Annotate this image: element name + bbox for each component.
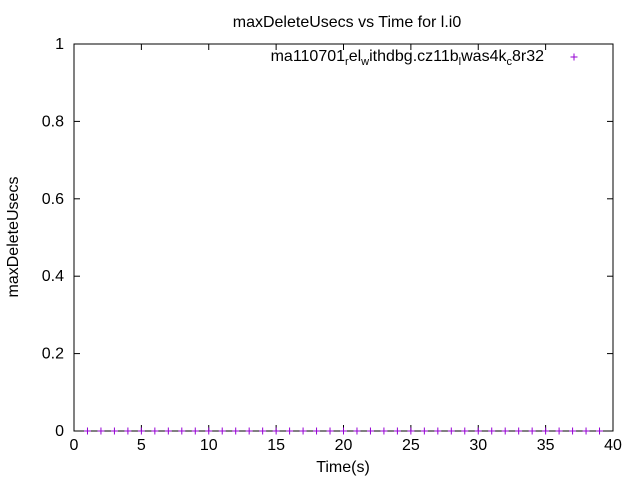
data-point: [461, 427, 469, 435]
legend-label-subscript: c: [506, 56, 512, 68]
data-point: [164, 427, 172, 435]
y-tick-label: 0: [55, 423, 64, 440]
data-point: [515, 427, 523, 435]
data-point: [124, 427, 132, 435]
data-point: [380, 427, 388, 435]
data-point: [151, 427, 159, 435]
data-point: [286, 427, 294, 435]
data-point: [353, 427, 361, 435]
data-point: [232, 427, 240, 435]
x-tick-label: 10: [200, 437, 218, 454]
y-tick-label: 0.8: [42, 113, 64, 130]
data-point: [555, 427, 563, 435]
data-point: [340, 427, 347, 435]
data-point: [407, 427, 415, 435]
x-tick-label: 40: [604, 437, 622, 454]
data-point: [205, 427, 213, 435]
x-tick-label: 30: [469, 437, 487, 454]
x-tick-label: 5: [137, 437, 146, 454]
data-point: [488, 427, 496, 435]
data-point: [420, 427, 428, 435]
data-point: [313, 427, 321, 435]
y-tick-label: 0.4: [42, 268, 64, 285]
legend-label-part: ma110701: [271, 48, 346, 65]
data-point: [272, 427, 280, 435]
data-point: [582, 427, 590, 435]
legend-label-part: 8r32: [512, 48, 544, 65]
data-point: [97, 427, 105, 435]
data-point: [218, 427, 226, 435]
legend-label-part: el: [349, 48, 361, 65]
data-point: [326, 427, 334, 435]
x-tick-label: 25: [402, 437, 420, 454]
x-tick-label: 15: [267, 437, 285, 454]
y-tick-label: 0.6: [42, 191, 64, 208]
data-point: [542, 427, 550, 435]
legend-label-part: was4k: [460, 48, 507, 65]
x-tick-label: 0: [70, 437, 79, 454]
data-point: [191, 427, 199, 435]
legend-label-subscript: l: [459, 56, 461, 68]
data-point: [366, 427, 374, 435]
data-points: [83, 427, 604, 435]
plot-frame: [73, 43, 614, 432]
y-tick-label: 0.2: [42, 346, 64, 363]
x-axis-label: Time(s): [316, 459, 370, 476]
data-point: [259, 427, 267, 435]
legend: ma110701r​elw​ithdbg.cz11bl​was4kc​8r32: [271, 48, 578, 68]
data-point: [569, 427, 577, 435]
data-point: [393, 427, 401, 435]
data-point: [528, 427, 536, 435]
y-tick-label: 1: [55, 36, 64, 53]
data-point: [434, 427, 442, 435]
legend-plus-marker: [570, 53, 578, 61]
chart-title: maxDeleteUsecs vs Time for l.i0: [233, 14, 462, 31]
x-axis-ticks: 0 5 10 15 20 25 30 35 40: [70, 44, 622, 454]
data-point: [178, 427, 186, 435]
data-point: [299, 427, 307, 435]
x-tick-label: 35: [537, 437, 555, 454]
data-point: [245, 427, 253, 435]
data-point: [110, 427, 118, 435]
x-tick-label: 20: [335, 437, 353, 454]
legend-label-part: ithdbg.cz11b: [369, 48, 459, 65]
y-axis-ticks: 0 0.2 0.4 0.6 0.8 1: [42, 36, 613, 440]
legend-label: ma110701r​elw​ithdbg.cz11bl​was4kc​8r32: [271, 48, 545, 68]
data-point: [596, 427, 604, 435]
data-point: [474, 427, 482, 435]
legend-label-subscript: r: [345, 56, 349, 68]
data-point: [137, 427, 145, 435]
data-point: [501, 427, 509, 435]
data-point: [447, 427, 455, 435]
legend-marker: [570, 53, 578, 61]
y-axis-label: maxDeleteUsecs: [5, 177, 22, 298]
data-point: [83, 427, 91, 435]
legend-label-subscript: w: [360, 56, 369, 68]
